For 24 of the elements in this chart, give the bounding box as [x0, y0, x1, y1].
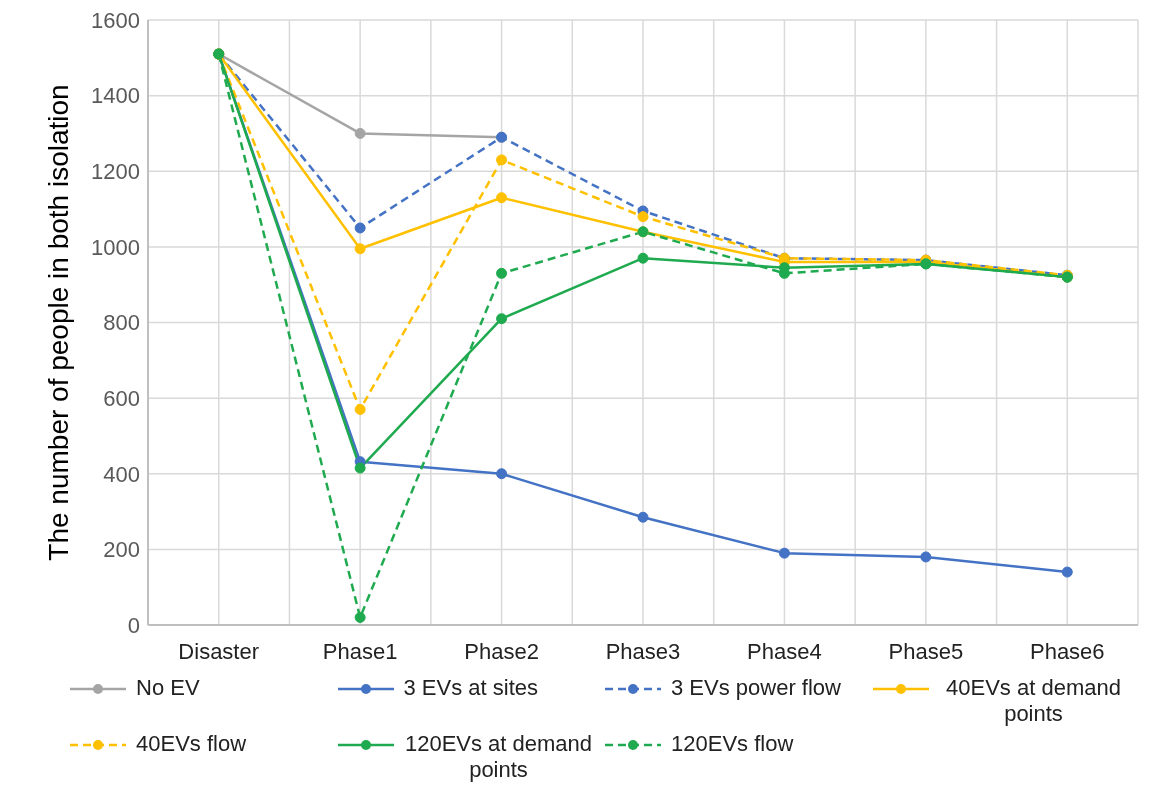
- legend-label: 3 EVs at sites: [403, 675, 539, 701]
- y-tick-label: 600: [103, 385, 140, 411]
- y-tick-label: 0: [127, 612, 140, 638]
- legend-label: 3 EVs power flow: [671, 675, 841, 701]
- y-tick-label: 1400: [91, 83, 140, 109]
- y-axis-title: The number of people in both isolation: [42, 84, 74, 561]
- y-tick-label: 800: [103, 310, 140, 336]
- x-tick-label: Phase6: [1029, 638, 1105, 664]
- legend-label: No EV: [136, 675, 200, 701]
- legend-label: 40EVs at demand points: [945, 675, 1122, 727]
- legend-label: 40EVs flow: [136, 731, 247, 757]
- y-tick-label: 400: [103, 461, 140, 487]
- x-tick-label: Phase5: [888, 638, 964, 664]
- x-tick-label: Phase4: [747, 638, 822, 664]
- y-tick-label: 1000: [91, 234, 140, 260]
- x-tick-label: Phase1: [322, 638, 398, 664]
- legend-label: 120EVs flow: [671, 731, 794, 757]
- x-tick-label: Phase3: [605, 638, 681, 664]
- x-tick-label: Disaster: [178, 638, 260, 664]
- legend-label: 120EVs at demand points: [403, 731, 594, 783]
- y-tick-label: 1600: [91, 7, 140, 33]
- y-tick-label: 1200: [91, 159, 140, 185]
- x-tick-label: Phase2: [464, 638, 539, 664]
- y-tick-label: 200: [103, 537, 140, 563]
